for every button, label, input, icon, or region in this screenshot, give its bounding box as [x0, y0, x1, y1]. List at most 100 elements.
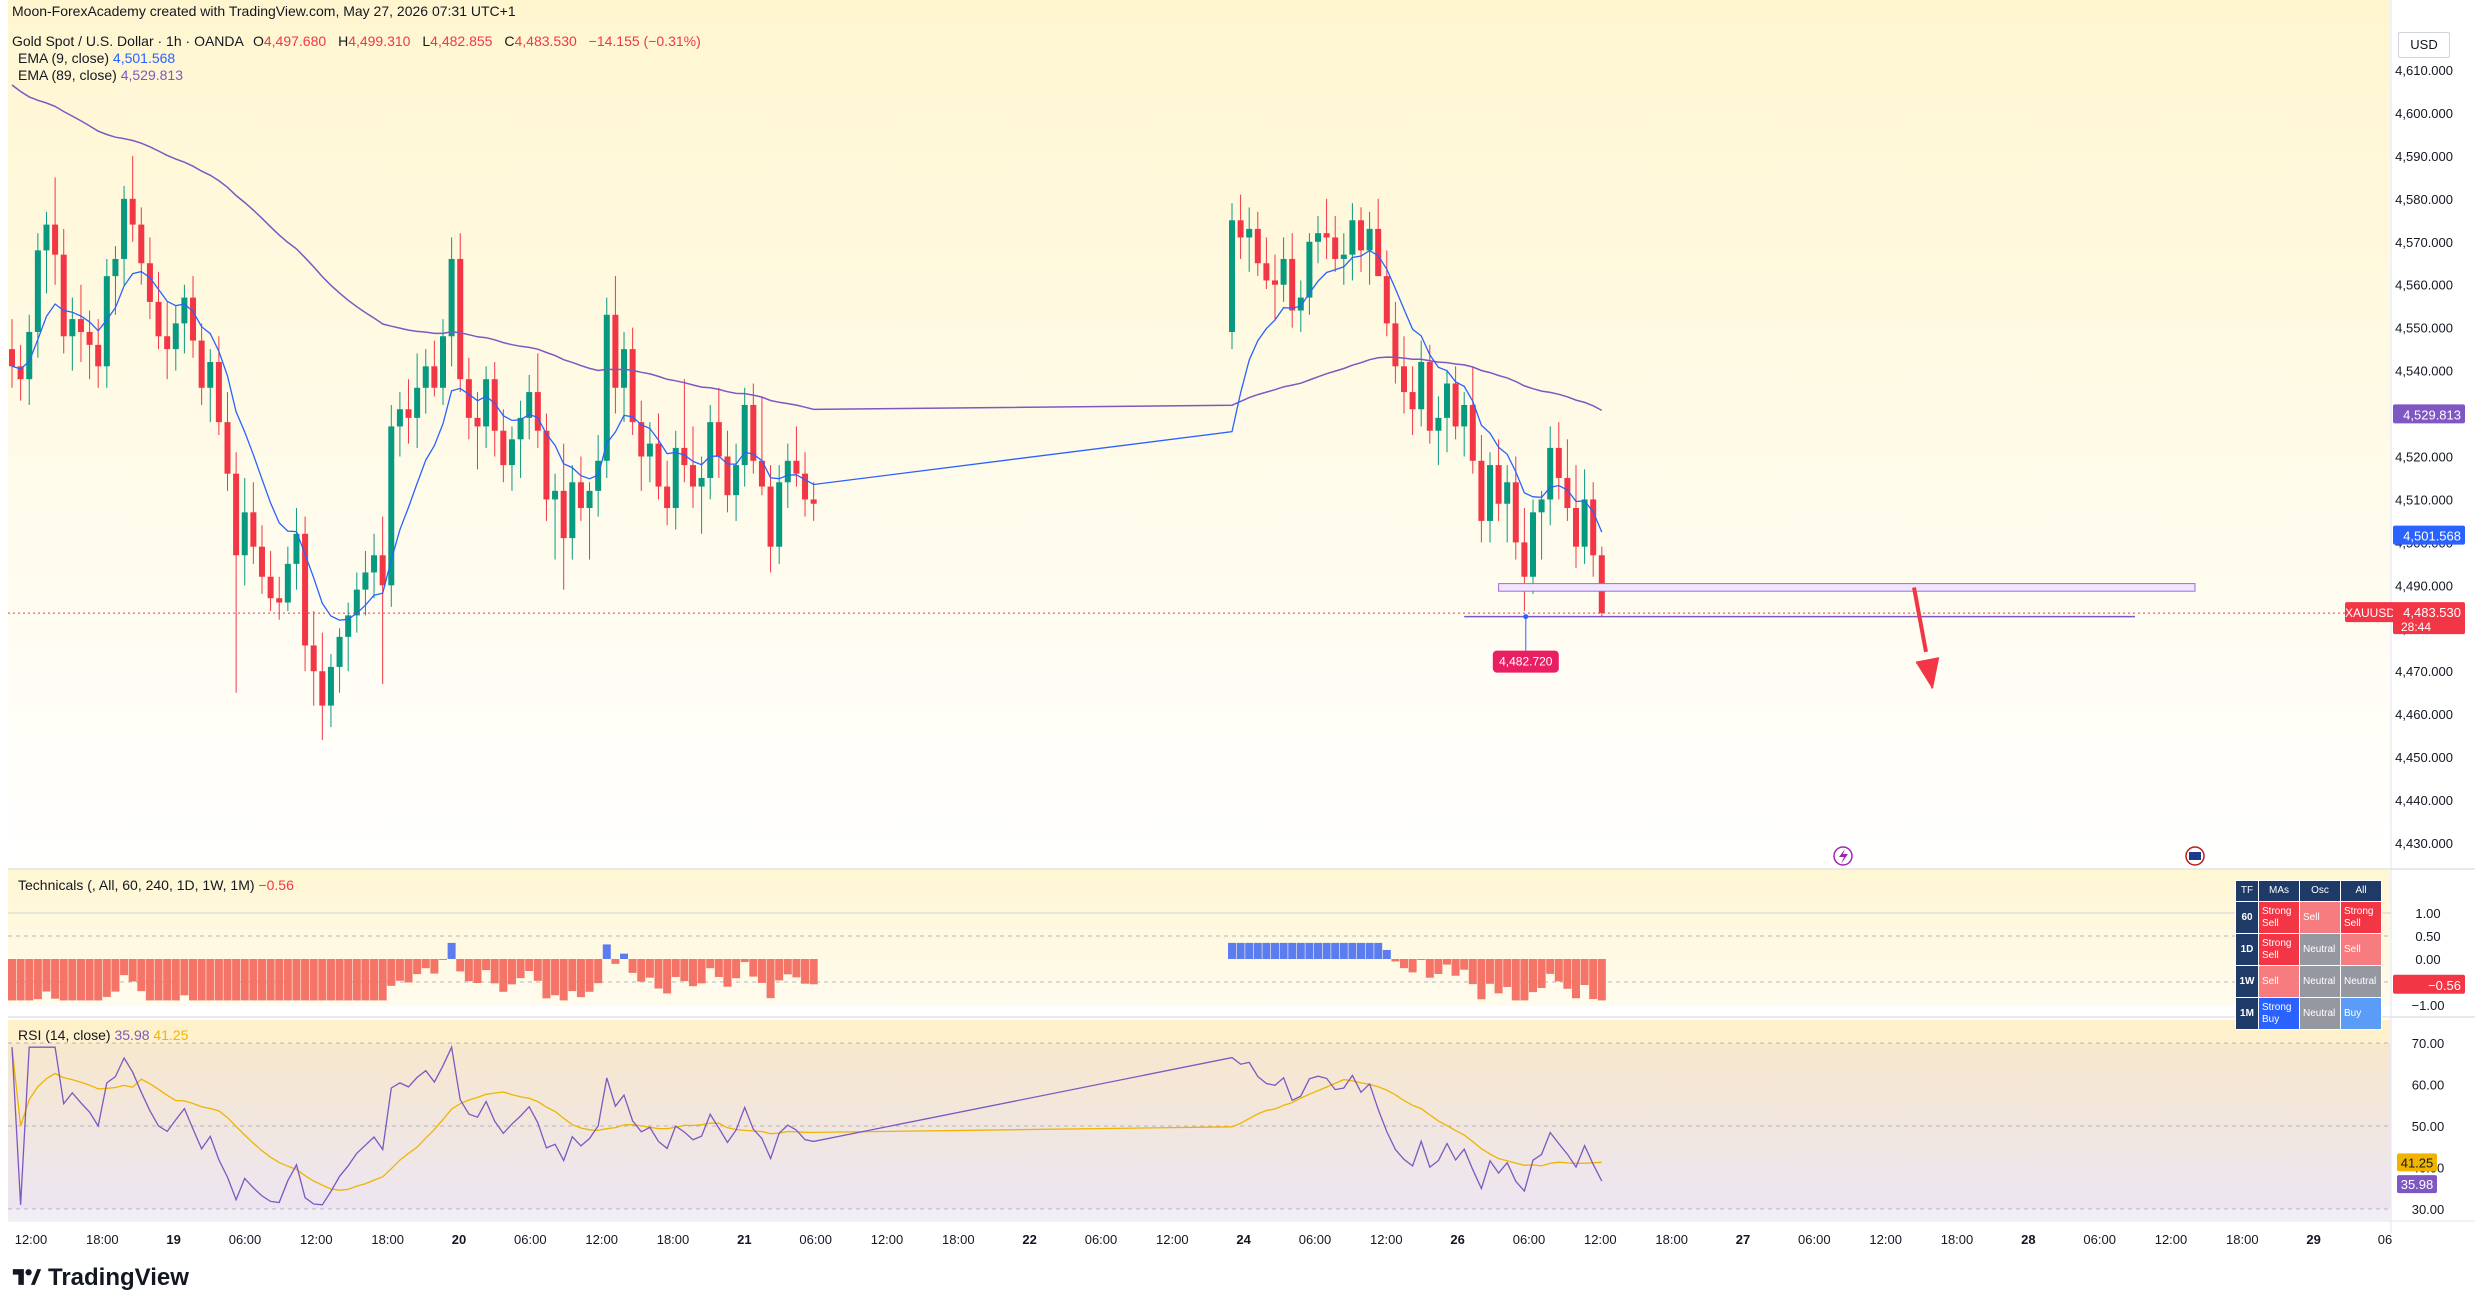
candle-body: [1229, 220, 1235, 332]
candle-body: [1512, 482, 1519, 543]
candle-body: [379, 555, 386, 586]
close-label: C: [504, 33, 515, 49]
tech-tick-label: −1.00: [2412, 998, 2445, 1013]
candle-body: [405, 409, 412, 418]
tech-bar: [189, 959, 198, 1001]
candle-body: [1315, 233, 1321, 242]
tech-bar: [1477, 959, 1486, 1000]
tech-bar: [645, 959, 654, 978]
table-cell-mas: Strong Sell: [2258, 901, 2300, 934]
tech-bar: [68, 959, 77, 1001]
tech-bar: [1271, 942, 1279, 959]
candle-body: [241, 512, 248, 556]
candle-body: [1332, 237, 1339, 259]
tech-bar: [671, 959, 680, 977]
ema89-legend[interactable]: EMA (89, close) 4,529.813: [18, 67, 183, 83]
tech-bar: [1339, 942, 1348, 959]
technicals-legend[interactable]: Technicals (, All, 60, 240, 1D, 1W, 1M) …: [18, 877, 294, 893]
time-tick-label: 06:00: [229, 1232, 262, 1247]
tech-bar: [42, 959, 51, 992]
rsi-line: [11, 1045, 1603, 1206]
candle-body: [500, 430, 507, 466]
attribution-text: Moon-ForexAcademy created with TradingVi…: [12, 3, 516, 19]
tech-bar: [1391, 959, 1400, 962]
tech-bar: [1279, 942, 1288, 959]
candle-body: [327, 666, 334, 706]
tech-bar: [1408, 959, 1417, 973]
time-tick-label: 12:00: [1156, 1232, 1189, 1247]
tech-bar: [352, 959, 361, 1001]
candle-body: [810, 499, 817, 504]
candle-body: [595, 460, 602, 491]
time-tick-label: 06: [2378, 1232, 2392, 1247]
candle-body: [586, 490, 593, 509]
tech-bar: [809, 959, 818, 985]
time-tick-label: 12:00: [585, 1232, 618, 1247]
flag-icon-glyph: [2189, 852, 2201, 860]
candle-body: [517, 417, 524, 440]
rsi-legend[interactable]: RSI (14, close) 35.98 41.25: [18, 1027, 188, 1043]
candle-body: [258, 546, 265, 577]
tech-bar: [292, 959, 301, 1001]
tech-bar: [714, 959, 723, 977]
candle-body: [43, 224, 50, 251]
candle-body: [655, 443, 662, 487]
tech-bar: [154, 959, 163, 1001]
candle-body: [362, 572, 369, 590]
candle-body: [388, 426, 395, 586]
candle-body: [1564, 477, 1571, 509]
tech-pane-bg: [8, 870, 2390, 1006]
tradingview-logo[interactable]: TradingView: [12, 1264, 189, 1292]
candle-body: [1383, 276, 1390, 324]
candle-body: [1452, 383, 1459, 427]
candle-body: [95, 344, 102, 367]
tech-bar: [1597, 959, 1606, 1001]
tech-bar: [25, 959, 34, 1001]
tech-bar: [257, 959, 266, 1001]
candle-body: [526, 392, 533, 418]
table-cell-mas: Sell: [2258, 965, 2300, 998]
candle-body: [1306, 241, 1313, 298]
tech-bar: [757, 959, 766, 983]
time-tick-label: 19: [166, 1232, 180, 1247]
price-tick-label: 4,510.000: [2395, 492, 2453, 507]
tech-bar: [1425, 959, 1434, 978]
table-header: MAs: [2258, 880, 2300, 902]
tech-bar: [723, 959, 732, 987]
ohlc-legend[interactable]: Gold Spot / U.S. Dollar · 1h · OANDA O4,…: [12, 33, 709, 49]
tech-bar: [464, 959, 473, 982]
rsi-value-badge: [2397, 1175, 2437, 1194]
tech-bar: [171, 959, 180, 1001]
candle-body: [276, 598, 283, 603]
tech-bar: [1468, 959, 1477, 985]
tech-bar: [1331, 942, 1340, 959]
tech-bar: [1511, 959, 1520, 1001]
ema9-legend[interactable]: EMA (9, close) 4,501.568: [18, 50, 175, 66]
candle-body: [1573, 508, 1579, 547]
time-tick-label: 12:00: [1370, 1232, 1403, 1247]
tech-bar: [1451, 959, 1460, 976]
tech-bar: [594, 959, 603, 984]
tech-bar: [576, 959, 585, 998]
candle-body: [431, 366, 438, 388]
candle-body: [1254, 228, 1261, 264]
time-tick-label: 06:00: [799, 1232, 832, 1247]
time-tick-label: 29: [2306, 1232, 2320, 1247]
tech-bar: [1348, 942, 1357, 959]
candle-body: [802, 473, 809, 500]
tech-bar: [1245, 942, 1254, 959]
low-price-label[interactable]: [1492, 650, 1559, 673]
candle-body: [1444, 383, 1450, 418]
down-arrow-shaft: [1912, 587, 1928, 653]
price-tick-label: 4,440.000: [2395, 793, 2453, 808]
candle-body: [612, 314, 619, 388]
candle-body: [17, 366, 24, 380]
candle-body: [1358, 220, 1364, 251]
currency-button[interactable]: USD: [2398, 32, 2450, 58]
tech-bar: [8, 959, 16, 1001]
resistance-zone[interactable]: [1498, 583, 2196, 592]
time-tick-label: 18:00: [2226, 1232, 2259, 1247]
price-tick-label: 4,450.000: [2395, 750, 2453, 765]
tech-bar: [76, 959, 85, 1001]
